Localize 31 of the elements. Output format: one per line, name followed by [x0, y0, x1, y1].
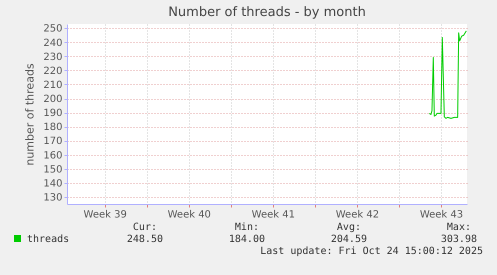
text: Avg: [336, 222, 361, 233]
y-tick-label: 150 [43, 164, 62, 176]
y-tick-label: 220 [43, 66, 62, 77]
text: 303.98 [440, 234, 477, 245]
y-tick-label: 130 [43, 192, 62, 204]
text: 248.50 [126, 234, 163, 245]
x-tick-label: Week 40 [168, 210, 211, 220]
y-axis-title: number of threads [23, 63, 36, 166]
text: 184.00 [228, 234, 265, 245]
y-tick-label: 170 [43, 136, 62, 148]
y-tick-label: 230 [43, 52, 62, 63]
x-tick-label: Week 41 [252, 210, 295, 220]
text: Cur: [132, 222, 157, 233]
text: Last update: Fri Oct 24 15:00:12 2025 [260, 246, 483, 257]
text: Min: [234, 222, 259, 233]
x-tick-label: Week 42 [336, 210, 380, 220]
y-tick-label: 190 [43, 108, 62, 120]
text: 204.59 [330, 234, 367, 245]
y-tick-label: 160 [43, 150, 62, 162]
line-series [428, 30, 467, 119]
legend-label: threads [26, 234, 70, 245]
y-tick-label: 200 [43, 94, 62, 106]
chart-title: Number of threads - by month [168, 5, 366, 20]
text: Max: [446, 222, 471, 233]
x-tick-label: Week 39 [84, 210, 127, 220]
y-tick-label: 250 [43, 24, 62, 35]
y-tick-label: 240 [43, 38, 62, 49]
x-tick-label: Week 43 [420, 210, 464, 220]
y-tick-label: 140 [43, 178, 62, 190]
y-tick-label: 210 [43, 80, 62, 91]
y-tick-label: 180 [43, 122, 62, 134]
